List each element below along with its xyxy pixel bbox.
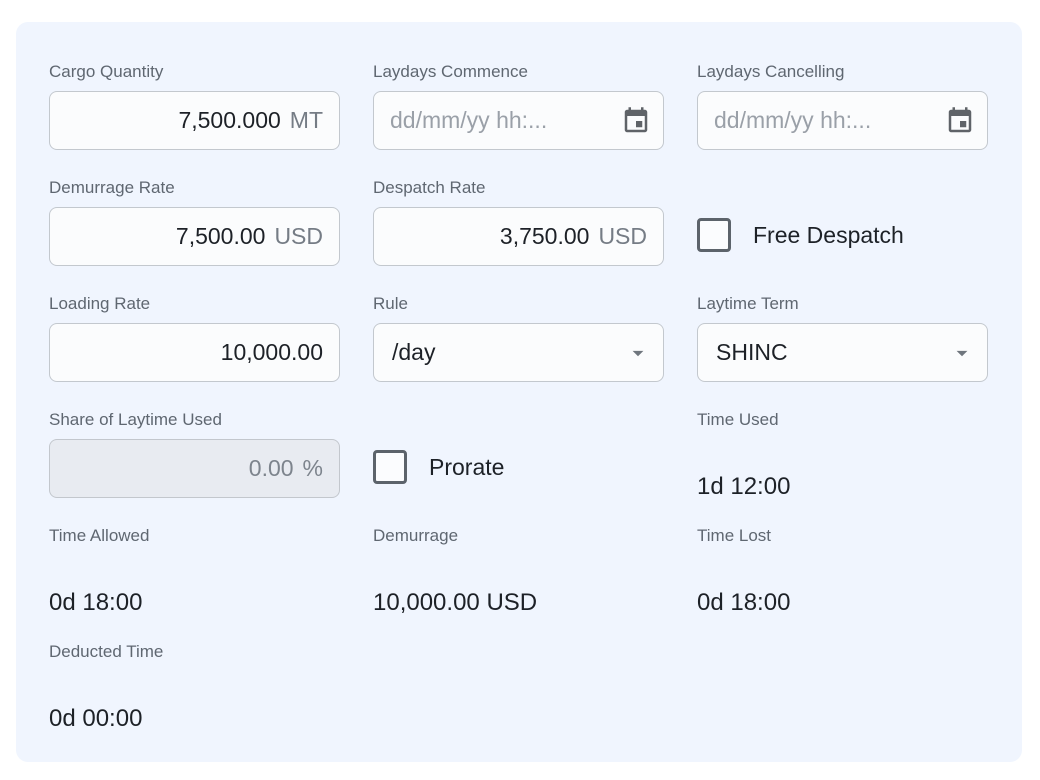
prorate-label: Prorate [429,453,505,480]
demurrage-rate-unit: USD [274,223,323,249]
time-used-field: Time Used 1d 12:00 [697,410,988,500]
share-of-laytime-used-unit: % [302,455,323,481]
free-despatch-checkbox[interactable] [697,218,731,252]
rule-label: Rule [373,294,408,313]
rule-field: Rule /day [373,294,664,382]
free-despatch-label: Free Despatch [753,221,904,248]
deducted-time-label: Deducted Time [49,642,164,661]
laydays-cancelling-input[interactable] [697,91,988,150]
despatch-rate-label: Despatch Rate [373,178,486,197]
despatch-rate-field: Despatch Rate USD [373,178,664,266]
demurrage-field: Demurrage 10,000.00 USD [373,526,664,616]
cargo-quantity-unit: MT [289,107,323,133]
demurrage-label: Demurrage [373,526,459,545]
time-used-label: Time Used [697,410,779,429]
demurrage-value: 10,000.00 USD [373,589,538,616]
share-of-laytime-used-input: % [49,439,340,498]
time-used-value: 1d 12:00 [697,473,791,500]
calendar-icon[interactable] [945,106,975,136]
deducted-time-value: 0d 00:00 [49,705,143,732]
time-allowed-label: Time Allowed [49,526,150,545]
demurrage-rate-field: Demurrage Rate USD [49,178,340,266]
prorate-checkbox-row[interactable]: Prorate [373,450,664,484]
chevron-down-icon [949,340,975,366]
laytime-term-selected-value: SHINC [716,339,788,365]
laydays-commence-field: Laydays Commence [373,62,664,150]
calendar-icon[interactable] [621,106,651,136]
prorate-checkbox[interactable] [373,450,407,484]
share-of-laytime-used-value [66,455,294,482]
time-allowed-value: 0d 18:00 [49,589,143,616]
cargo-quantity-field: Cargo Quantity MT [49,62,340,150]
laydays-commence-input[interactable] [373,91,664,150]
time-lost-label: Time Lost [697,526,772,545]
rule-select[interactable]: /day [373,323,664,382]
share-of-laytime-used-field: Share of Laytime Used % [49,410,340,498]
time-lost-field: Time Lost 0d 18:00 [697,526,988,616]
rule-selected-value: /day [392,339,436,365]
demurrage-rate-value[interactable] [66,223,266,250]
share-of-laytime-used-label: Share of Laytime Used [49,410,222,429]
form-grid: Cargo Quantity MT Laydays Commence Layda… [16,22,1022,732]
deducted-time-field: Deducted Time 0d 00:00 [49,642,340,732]
laytime-term-field: Laytime Term SHINC [697,294,988,382]
loading-rate-label: Loading Rate [49,294,151,313]
loading-rate-input[interactable] [49,323,340,382]
laytime-term-label: Laytime Term [697,294,799,313]
time-allowed-field: Time Allowed 0d 18:00 [49,526,340,616]
laydays-cancelling-field: Laydays Cancelling [697,62,988,150]
despatch-rate-unit: USD [598,223,647,249]
cargo-quantity-input[interactable]: MT [49,91,340,150]
laytime-calculation-panel: Cargo Quantity MT Laydays Commence Layda… [16,22,1022,762]
loading-rate-field: Loading Rate [49,294,340,382]
laytime-term-select[interactable]: SHINC [697,323,988,382]
despatch-rate-value[interactable] [390,223,590,250]
laydays-cancelling-value[interactable] [714,107,937,134]
prorate-field: Prorate [373,410,664,498]
chevron-down-icon [625,340,651,366]
laydays-commence-label: Laydays Commence [373,62,528,81]
despatch-rate-input[interactable]: USD [373,207,664,266]
loading-rate-value[interactable] [66,339,323,366]
laydays-commence-value[interactable] [390,107,613,134]
demurrage-rate-label: Demurrage Rate [49,178,175,197]
free-despatch-field: Free Despatch [697,178,988,266]
time-lost-value: 0d 18:00 [697,589,791,616]
laydays-cancelling-label: Laydays Cancelling [697,62,845,81]
free-despatch-checkbox-row[interactable]: Free Despatch [697,218,988,252]
cargo-quantity-value[interactable] [66,107,281,134]
demurrage-rate-input[interactable]: USD [49,207,340,266]
cargo-quantity-label: Cargo Quantity [49,62,164,81]
